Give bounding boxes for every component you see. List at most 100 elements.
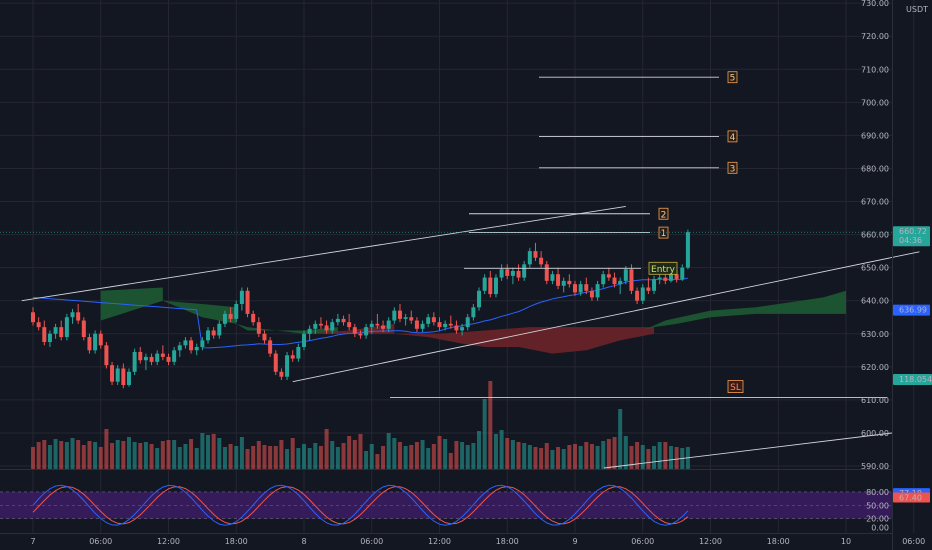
candle-body (76, 312, 81, 321)
candle-body (262, 333, 267, 341)
candle-body (160, 353, 165, 357)
volume-bar (471, 443, 476, 469)
candle-body (138, 351, 143, 361)
candlesticks (31, 229, 690, 389)
volume-bar (533, 447, 538, 469)
last-price-badge-box (893, 226, 930, 247)
volume-bar (454, 441, 459, 469)
volume-bar (81, 445, 86, 469)
candle-body (330, 322, 335, 331)
volume-bar (217, 438, 222, 469)
target-label-box-2 (658, 207, 669, 220)
cloud-bull (100, 287, 163, 321)
candle-body (482, 277, 487, 291)
candle-body (31, 312, 35, 323)
candle-body (352, 327, 357, 334)
target-label-box-4 (727, 130, 738, 143)
candle-body (104, 345, 109, 366)
candle-body (386, 320, 391, 329)
last-price-badge-text: 660.72 (899, 227, 927, 236)
time-tick-label: 06:00 (631, 537, 654, 546)
candle-body (42, 327, 47, 343)
price-tick-label: 690.00 (861, 131, 889, 140)
time-tick-label: 18:00 (225, 537, 248, 546)
candle-body (302, 333, 306, 347)
candle-body (268, 340, 273, 354)
volume-bar (657, 442, 662, 469)
target-label-2: 2 (661, 210, 667, 220)
candle-body (567, 280, 572, 285)
volume-bar (369, 444, 374, 469)
candle-body (70, 312, 75, 318)
candle-body (115, 368, 120, 382)
volume-bar (663, 442, 668, 469)
volume-bar (330, 441, 335, 469)
candle-body (318, 323, 323, 326)
volume-bar (409, 445, 414, 469)
candle-body (206, 330, 211, 341)
volume-bar (324, 429, 329, 469)
volume-bar (392, 438, 397, 469)
volume-bar (296, 448, 301, 469)
volume-bar (443, 439, 448, 469)
channel-upper-line[interactable] (21, 206, 626, 302)
stoch-d-badge-box (893, 492, 930, 503)
volume-bar (273, 446, 278, 469)
candle-body (93, 333, 98, 351)
candle-body (47, 333, 52, 343)
candle-body (98, 333, 103, 346)
volume-bar (640, 445, 645, 469)
channel-lower-line[interactable] (292, 251, 920, 383)
volume-bar (635, 442, 640, 469)
candle-body (454, 325, 459, 331)
target-label-1: 1 (661, 229, 667, 239)
volume-bar (426, 448, 431, 469)
volume-bar (375, 454, 380, 469)
time-tick-label: 06:00 (89, 537, 112, 546)
candle-body (488, 277, 493, 295)
candle-body (222, 313, 227, 324)
candle-body (426, 317, 431, 324)
price-tick-label: 640.00 (861, 297, 889, 306)
volume-bar (488, 381, 493, 469)
stochastic-rsi (0, 484, 892, 526)
volume-bar (64, 442, 69, 469)
volume-bar (510, 440, 515, 469)
time-tick-label: 10 (841, 537, 851, 546)
candle-body (228, 313, 233, 319)
volume-bar (606, 439, 611, 469)
drawings[interactable]: 1 2 3 4 5 Entry SL (21, 71, 920, 469)
candle-body (629, 269, 634, 291)
time-axis[interactable]: 7 06:00 12:00 18:00 8 06:00 12:00 18:00 9 06:00 12… (30, 537, 932, 546)
volume-bar (31, 447, 35, 469)
candle-body (155, 353, 160, 362)
candle-body (573, 284, 577, 293)
entry-label: Entry (651, 265, 676, 275)
volume-bar (47, 445, 52, 469)
volume-bar (115, 440, 120, 469)
candle-body (397, 310, 402, 319)
candle-body (646, 287, 651, 291)
trend-line-lower[interactable] (603, 432, 893, 469)
price-axis[interactable]: 590.00 600.00 610.00 620.00 630.00 640.00 650.… (861, 0, 889, 533)
volume-bar (364, 451, 369, 469)
candle-body (674, 274, 679, 280)
volume-bar (87, 441, 92, 469)
volume-bar (98, 447, 103, 469)
candle-body (347, 322, 352, 328)
volume-bar (358, 434, 363, 469)
candle-body (533, 251, 538, 258)
candle-body (578, 284, 583, 293)
volume-bar (561, 449, 566, 469)
volume-bar (420, 440, 425, 469)
volume-bar (228, 444, 233, 469)
volume-bar (206, 435, 211, 469)
volume-bar (623, 436, 628, 469)
volume-bar (290, 438, 295, 469)
volume-bar (539, 448, 544, 469)
candle-body (657, 277, 662, 280)
candle-body (606, 274, 611, 278)
candle-body (335, 318, 340, 323)
candle-body (143, 356, 148, 361)
